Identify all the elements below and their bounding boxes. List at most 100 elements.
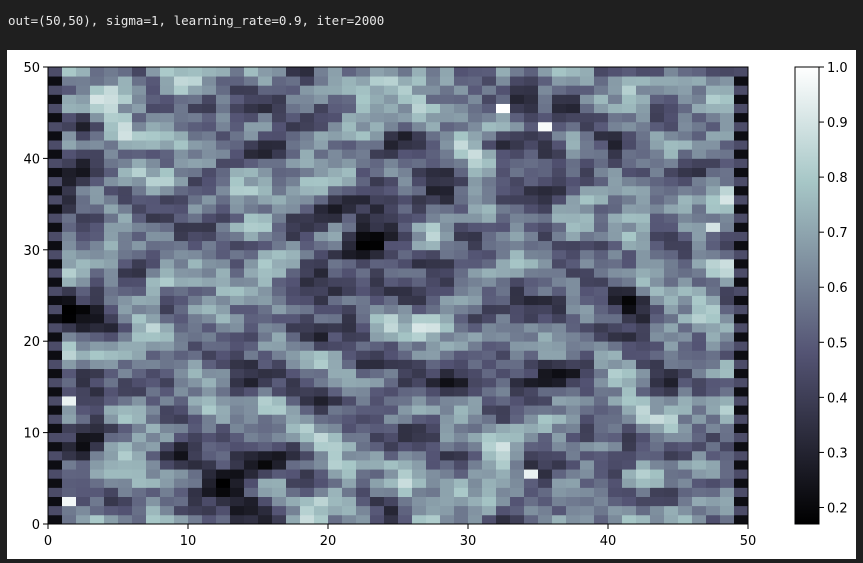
heatmap-cell <box>412 167 427 178</box>
heatmap-cell <box>510 76 525 86</box>
heatmap-cell <box>62 176 77 187</box>
heatmap-cell <box>398 249 413 260</box>
heatmap-cell <box>76 423 91 433</box>
heatmap-cell <box>510 67 525 77</box>
heatmap-cell <box>496 185 511 196</box>
heatmap-cell <box>454 359 469 370</box>
heatmap-cell <box>440 322 455 333</box>
heatmap-cell <box>132 204 147 214</box>
heatmap-cell <box>650 176 665 187</box>
heatmap-cell <box>496 149 511 159</box>
heatmap-cell <box>132 258 147 269</box>
heatmap-cell <box>188 505 203 516</box>
heatmap-cell <box>538 222 553 232</box>
heatmap-cell <box>594 258 609 269</box>
heatmap-cell <box>622 478 637 488</box>
heatmap-cell <box>468 432 483 443</box>
heatmap-cell <box>188 350 203 360</box>
heatmap-cell <box>384 213 399 223</box>
heatmap-cell <box>132 240 147 251</box>
heatmap-cell <box>370 496 385 507</box>
colorbar-tick-label: 0.3 <box>827 446 848 461</box>
heatmap-cell <box>62 386 77 397</box>
heatmap-cell <box>160 103 175 114</box>
heatmap-cell <box>720 185 735 196</box>
heatmap-cell <box>188 460 203 470</box>
heatmap-cell <box>706 240 721 251</box>
heatmap-cell <box>538 405 553 415</box>
heatmap-cell <box>76 222 91 232</box>
heatmap-cell <box>594 396 609 406</box>
heatmap-cell <box>370 377 385 388</box>
heatmap-cell <box>398 423 413 433</box>
heatmap-cell <box>230 258 245 269</box>
heatmap-cell <box>496 130 511 141</box>
heatmap-cell <box>202 505 217 516</box>
heatmap-cell <box>398 149 413 159</box>
heatmap-cell <box>650 185 665 196</box>
heatmap-cell <box>230 441 245 452</box>
heatmap-cell <box>398 140 413 150</box>
heatmap-cell <box>62 103 77 114</box>
heatmap-cell <box>300 204 315 214</box>
heatmap-cell <box>300 130 315 141</box>
heatmap-cell <box>216 450 231 461</box>
heatmap-cell <box>216 505 231 516</box>
heatmap-cell <box>678 76 693 86</box>
heatmap-cell <box>482 277 497 287</box>
heatmap-cell <box>314 322 329 333</box>
heatmap-cell <box>412 204 427 214</box>
heatmap-cell <box>454 432 469 443</box>
heatmap-cell <box>104 67 119 77</box>
heatmap-cell <box>90 514 105 525</box>
heatmap-cell <box>566 194 581 205</box>
heatmap-cell <box>622 85 637 95</box>
heatmap-cell <box>258 460 273 470</box>
heatmap-cell <box>356 158 371 168</box>
heatmap-cell <box>90 313 105 324</box>
heatmap-cell <box>454 423 469 433</box>
heatmap-cell <box>538 130 553 141</box>
heatmap-cell <box>650 112 665 123</box>
heatmap-cell <box>580 140 595 150</box>
heatmap-cell <box>608 359 623 370</box>
heatmap-cell <box>146 140 161 150</box>
heatmap-cell <box>566 350 581 360</box>
heatmap-cell <box>636 432 651 443</box>
heatmap-cell <box>440 341 455 351</box>
heatmap-cell <box>454 313 469 324</box>
heatmap-cell <box>202 213 217 223</box>
heatmap-cell <box>468 322 483 333</box>
heatmap-cell <box>454 85 469 95</box>
heatmap-cell <box>580 277 595 287</box>
heatmap-cell <box>174 460 189 470</box>
heatmap-cell <box>300 377 315 388</box>
heatmap-cell <box>566 130 581 141</box>
heatmap-cell <box>76 450 91 461</box>
heatmap-cell <box>300 386 315 397</box>
heatmap-cell <box>174 487 189 497</box>
heatmap-cell <box>734 313 749 324</box>
heatmap-cell <box>118 185 133 196</box>
heatmap-cell <box>692 231 707 242</box>
heatmap-cell <box>398 158 413 168</box>
heatmap-cell <box>146 268 161 278</box>
heatmap-cell <box>622 204 637 214</box>
heatmap-cell <box>132 149 147 159</box>
heatmap-cell <box>328 258 343 269</box>
heatmap-cell <box>594 368 609 379</box>
heatmap-cell <box>468 496 483 507</box>
heatmap-cell <box>314 231 329 242</box>
heatmap-cell <box>188 368 203 379</box>
heatmap-cell <box>482 295 497 306</box>
heatmap-cell <box>622 140 637 150</box>
heatmap-cell <box>356 405 371 415</box>
heatmap-cell <box>132 460 147 470</box>
heatmap-cell <box>426 359 441 370</box>
heatmap-cell <box>552 460 567 470</box>
heatmap-cell <box>342 295 357 306</box>
heatmap-cell <box>62 432 77 443</box>
heatmap-cell <box>650 322 665 333</box>
heatmap-cell <box>706 359 721 370</box>
heatmap-cell <box>510 359 525 370</box>
